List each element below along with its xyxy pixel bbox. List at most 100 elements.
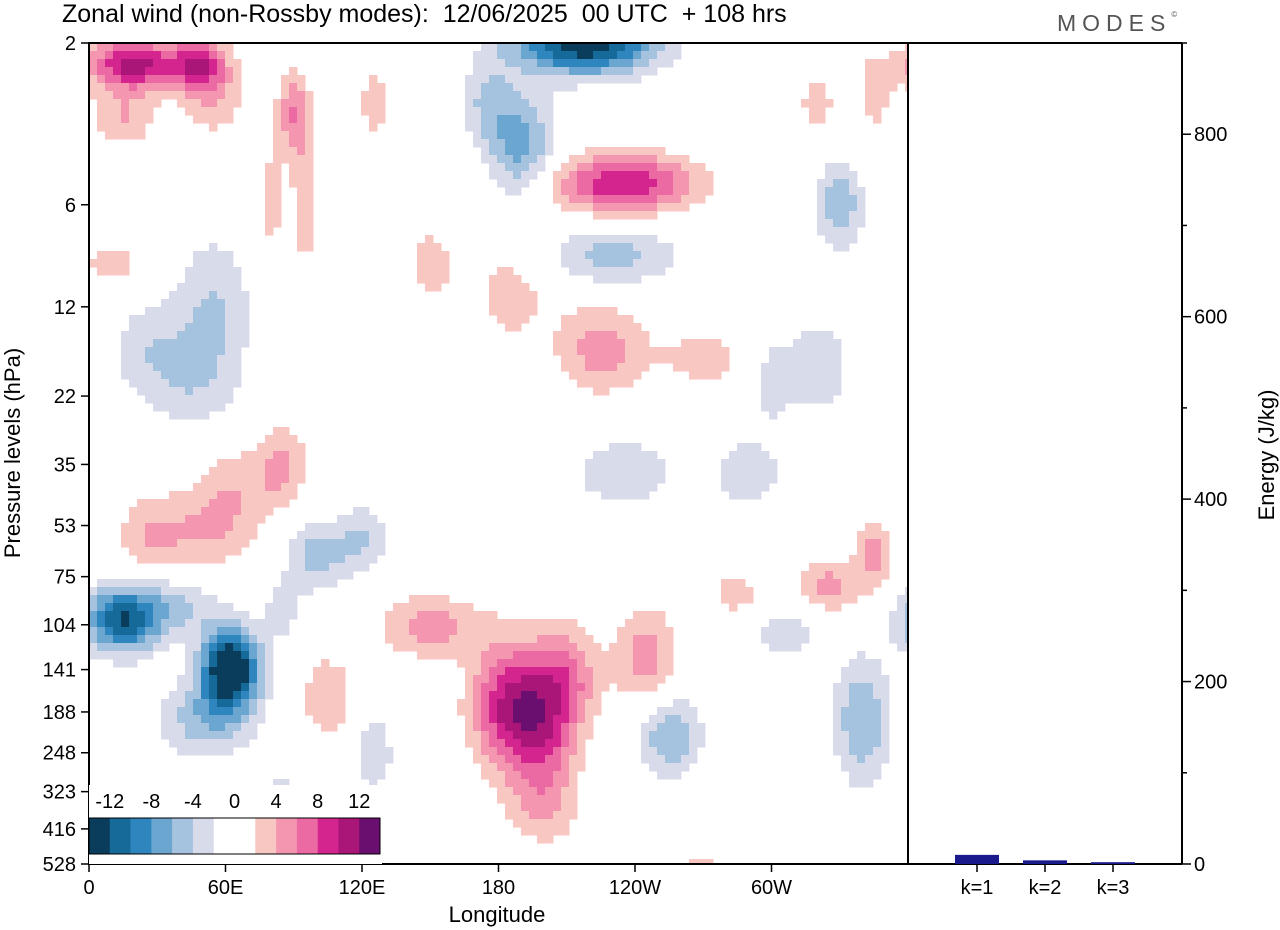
heatmap-cell [633,179,642,188]
heatmap-cell [185,387,194,396]
heatmap-cell [689,731,698,740]
heatmap-cell [873,67,882,76]
heatmap-cell [209,627,218,636]
heatmap-cell [673,363,682,372]
heatmap-cell [233,475,242,484]
heatmap-cell [625,659,634,668]
heatmap-cell [865,59,874,68]
heatmap-cell [553,707,562,716]
heatmap-cell [633,371,642,380]
heatmap-cell [665,347,674,356]
heatmap-cell [273,139,282,148]
heatmap-cell [633,491,642,500]
heatmap-cell [185,371,194,380]
heatmap-cell [577,731,586,740]
heatmap-cell [625,643,634,652]
heatmap-cell [841,235,850,244]
heatmap-cell [641,195,650,204]
heatmap-cell [177,699,186,708]
heatmap-cell [329,707,338,716]
heatmap-cell [185,67,194,76]
heatmap-cell [465,619,474,628]
heatmap-cell [145,387,154,396]
heatmap-cell [481,67,490,76]
heatmap-cell [777,379,786,388]
heatmap-cell [201,555,210,564]
heatmap-cell [97,603,106,612]
heatmap-cell [209,259,218,268]
heatmap-cell [513,299,522,308]
heatmap-cell [361,91,370,100]
heatmap-cell [697,163,706,172]
heatmap-cell [577,179,586,188]
heatmap-cell [857,211,866,220]
heatmap-cell [577,315,586,324]
heatmap-cell [569,187,578,196]
heatmap-cell [553,795,562,804]
heatmap-cell [545,107,554,116]
heatmap-cell [601,275,610,284]
heatmap-cell [217,603,226,612]
heatmap-cell [553,715,562,724]
heatmap-cell [841,163,850,172]
heatmap-cell [313,531,322,540]
heatmap-cell [505,747,514,756]
heatmap-cell [849,763,858,772]
heatmap-cell [625,67,634,76]
heatmap-cell [249,467,258,476]
heatmap-cell [129,507,138,516]
heatmap-cell [97,83,106,92]
heatmap-cell [665,195,674,204]
heatmap-cell [145,611,154,620]
heatmap-cell [585,667,594,676]
heatmap-cell [673,355,682,364]
heatmap-cell [433,243,442,252]
heatmap-cell [137,579,146,588]
heatmap-cell [657,611,666,620]
heatmap-cell [593,355,602,364]
heatmap-cell [177,683,186,692]
heatmap-cell [633,451,642,460]
heatmap-cell [585,363,594,372]
heatmap-cell [257,627,266,636]
heatmap-cell [873,683,882,692]
heatmap-cell [497,115,506,124]
heatmap-cell [193,595,202,604]
heatmap-cell [161,523,170,532]
heatmap-cell [369,75,378,84]
heatmap-cell [217,107,226,116]
heatmap-cell [289,115,298,124]
heatmap-cell [777,627,786,636]
heatmap-cell [305,579,314,588]
heatmap-cell [185,715,194,724]
heatmap-cell [665,171,674,180]
heatmap-cell [801,99,810,108]
y-tick-label: 12 [54,297,76,319]
heatmap-cell [337,555,346,564]
heatmap-cell [561,643,570,652]
heatmap-cell [697,195,706,204]
heatmap-cell [641,235,650,244]
heatmap-cell [665,243,674,252]
heatmap-cell [161,515,170,524]
heatmap-cell [449,627,458,636]
heatmap-cell [129,99,138,108]
heatmap-cell [329,523,338,532]
heatmap-cell [657,251,666,260]
heatmap-cell [585,675,594,684]
heatmap-cell [561,627,570,636]
heatmap-cell [833,227,842,236]
heatmap-cell [545,835,554,844]
heatmap-cell [505,787,514,796]
heatmap-cell [577,355,586,364]
heatmap-cell [185,43,194,52]
heatmap-cell [593,387,602,396]
heatmap-cell [289,451,298,460]
heatmap-cell [561,707,570,716]
heatmap-cell [881,75,890,84]
heatmap-cell [809,355,818,364]
heatmap-cell [161,579,170,588]
heatmap-cell [553,723,562,732]
heatmap-cell [673,731,682,740]
heatmap-cell [673,187,682,196]
